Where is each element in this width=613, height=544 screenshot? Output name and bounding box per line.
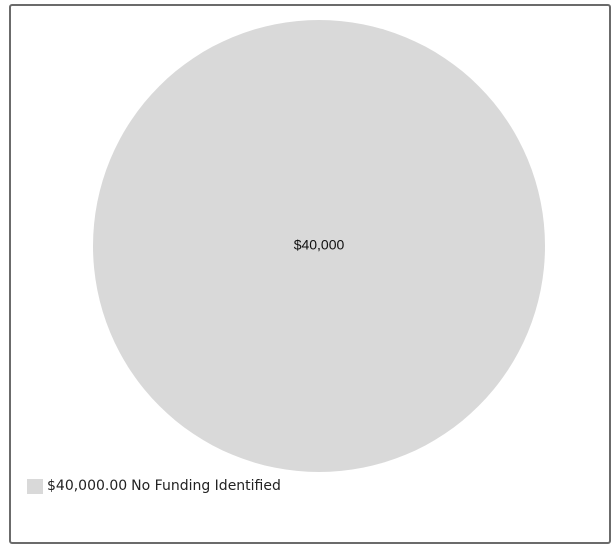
slice-data-label: $40,000 bbox=[294, 237, 345, 253]
pie-slices bbox=[93, 20, 545, 472]
legend-swatch bbox=[27, 478, 43, 494]
chart-legend: $40,000.00 No Funding Identified bbox=[27, 476, 281, 496]
legend-entry-label: No Funding Identified bbox=[131, 478, 281, 494]
pie-slice bbox=[93, 20, 545, 472]
legend-entry-amount: $40,000.00 bbox=[47, 478, 128, 494]
